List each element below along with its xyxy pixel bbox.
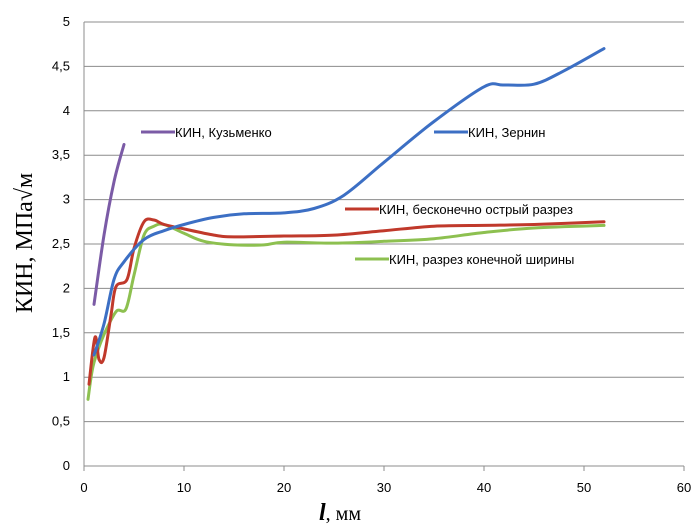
ticks: 00,511,522,533,544,550 10 20 30 40 50 60 xyxy=(52,14,691,495)
legend-label-4: КИН, разрез конечной ширины xyxy=(389,252,574,267)
y-tick-label: 2,5 xyxy=(52,236,70,251)
y-tick-label: 4,5 xyxy=(52,58,70,73)
x-tick-label: 60 xyxy=(677,480,691,495)
legend-label-1: КИН, Кузьменко xyxy=(175,125,272,140)
series-line-4 xyxy=(86,222,606,401)
series-line-1 xyxy=(92,143,126,306)
x-tick-label: 10 xyxy=(177,480,191,495)
y-tick-label: 2 xyxy=(63,280,70,295)
series-line-2 xyxy=(92,47,606,357)
x-tick-label: 0 xyxy=(80,480,87,495)
legend-label-2: КИН, Зернин xyxy=(468,125,545,140)
y-axis-title: КИН, МПа√м xyxy=(12,173,38,313)
x-tick-label: 30 xyxy=(377,480,391,495)
legend-label-3: КИН, бесконечно острый разрез xyxy=(379,202,573,217)
series-layer xyxy=(86,47,606,401)
series-line-3 xyxy=(87,217,606,386)
y-tick-label: 3,5 xyxy=(52,147,70,162)
y-tick-label: 1,5 xyxy=(52,325,70,340)
y-tick-label: 5 xyxy=(63,14,70,29)
y-tick-label: 0 xyxy=(63,458,70,473)
axes xyxy=(83,22,685,471)
grid xyxy=(84,21,684,423)
y-tick-label: 3 xyxy=(63,192,70,207)
y-tick-label: 0,5 xyxy=(52,414,70,429)
y-tick-label: 4 xyxy=(63,103,70,118)
y-tick-label: 1 xyxy=(63,369,70,384)
x-tick-label: 40 xyxy=(477,480,491,495)
x-tick-label: 50 xyxy=(577,480,591,495)
x-axis-title: l, мм xyxy=(319,500,361,526)
x-axis-symbol: l xyxy=(319,500,326,526)
x-axis-unit: , мм xyxy=(326,503,362,525)
x-tick-label: 20 xyxy=(277,480,291,495)
legend: КИН, Кузьменко КИН, Зернин КИН, бесконечно… xyxy=(141,125,574,267)
